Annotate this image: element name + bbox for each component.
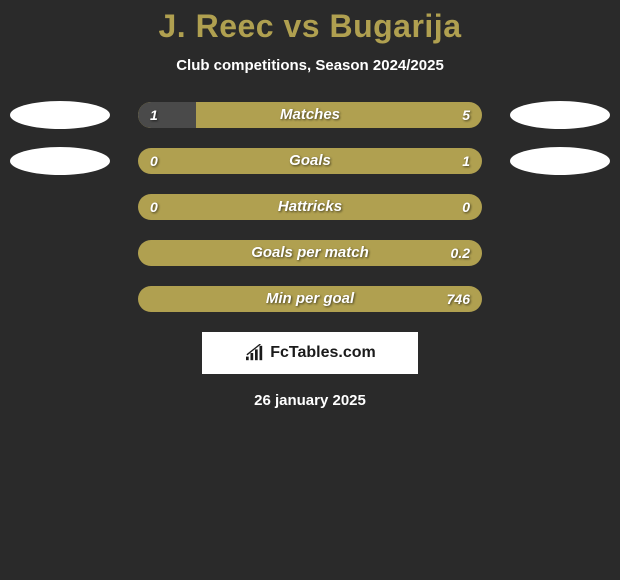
subtitle: Club competitions, Season 2024/2025 [0,57,620,74]
brand-logo[interactable]: FcTables.com [202,332,418,374]
team-right-badge [510,147,610,175]
value-right: 0 [462,194,470,220]
value-right: 0.2 [451,240,470,266]
stat-bar: 0 Hattricks 0 [138,194,482,220]
team-left-badge [10,147,110,175]
stat-label: Min per goal [138,286,482,312]
comparison-chart: 1 Matches 5 0 Goals 1 0 Hattricks 0 [0,102,620,312]
stat-row: 1 Matches 5 [0,102,620,128]
date-label: 26 january 2025 [0,392,620,409]
stat-label: Matches [138,102,482,128]
value-right: 746 [447,286,470,312]
page-title: J. Reec vs Bugarija [0,8,620,45]
stat-bar: Min per goal 746 [138,286,482,312]
stat-label: Goals [138,148,482,174]
value-right: 1 [462,148,470,174]
brand-text: FcTables.com [270,344,376,362]
main-container: J. Reec vs Bugarija Club competitions, S… [0,0,620,409]
stat-row: 0 Hattricks 0 [0,194,620,220]
team-left-badge [10,101,110,129]
stat-row: Min per goal 746 [0,286,620,312]
stat-bar: 0 Goals 1 [138,148,482,174]
stat-bar: Goals per match 0.2 [138,240,482,266]
value-right: 5 [462,102,470,128]
stat-label: Goals per match [138,240,482,266]
team-right-badge [510,101,610,129]
stat-bar: 1 Matches 5 [138,102,482,128]
stat-row: 0 Goals 1 [0,148,620,174]
chart-icon [244,344,266,362]
stat-label: Hattricks [138,194,482,220]
stat-row: Goals per match 0.2 [0,240,620,266]
